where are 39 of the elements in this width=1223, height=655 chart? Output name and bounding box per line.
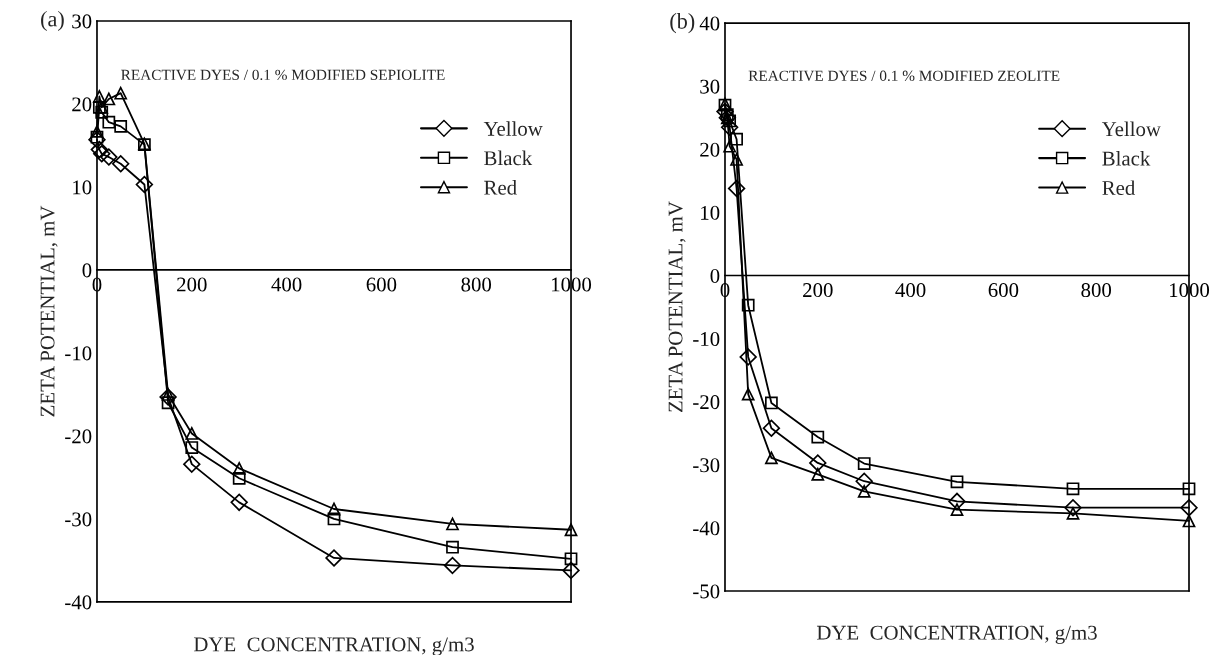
y-tick-label: -30 [65,512,92,527]
y-tick-label: -40 [693,521,720,536]
y-tick-label: 40 [699,16,720,31]
annotation: REACTIVE DYES / 0.1 % MODIFIED SEPIOLITE [121,69,445,81]
x-tick-label: 600 [988,283,1019,298]
legend-label: Yellow [1101,121,1161,137]
y-tick-label: 30 [700,79,720,94]
x-axis-title: DYE CONCENTRATION, g/m3 [816,625,1097,644]
x-tick-label: 400 [271,277,302,292]
x-tick-label: 800 [461,277,492,292]
y-axis-title: ZETA POTENTIAL, mV [668,201,686,412]
y-tick-label: -20 [65,429,92,444]
y-tick-label: 10 [73,180,92,195]
y-tick-label: 20 [700,142,720,157]
y-tick-label: -10 [65,346,92,361]
legend-label: Yellow [483,121,543,136]
x-tick-label: 200 [177,277,207,292]
x-tick-label: 800 [1081,283,1112,298]
legend-label: Red [484,180,517,195]
legend-label: Black [1102,150,1151,166]
y-tick-label: -50 [693,584,720,599]
chart-title: (b) [670,13,695,34]
x-tick-label: 600 [366,277,397,292]
y-tick-label: -10 [693,331,720,347]
y-axis-title: ZETA POTENTIAL, mV [40,205,58,417]
x-axis-title: DYE CONCENTRATION, g/m3 [193,637,474,655]
x-tick-label: 200 [803,283,833,298]
y-tick-label: 10 [701,205,720,220]
legend-label: Black [484,150,533,166]
y-tick-label: -20 [693,395,720,410]
annotation: REACTIVE DYES / 0.1 % MODIFIED ZEOLITE [748,70,1060,81]
y-tick-label: -30 [693,458,720,473]
legend-label: Red [1102,180,1136,196]
y-tick-label: -40 [65,595,92,610]
y-tick-label: 20 [72,97,92,112]
y-tick-label: 0 [82,263,92,278]
chart-title: (a) [41,10,64,32]
x-tick-label: 400 [895,283,926,298]
y-tick-label: 30 [72,14,92,29]
